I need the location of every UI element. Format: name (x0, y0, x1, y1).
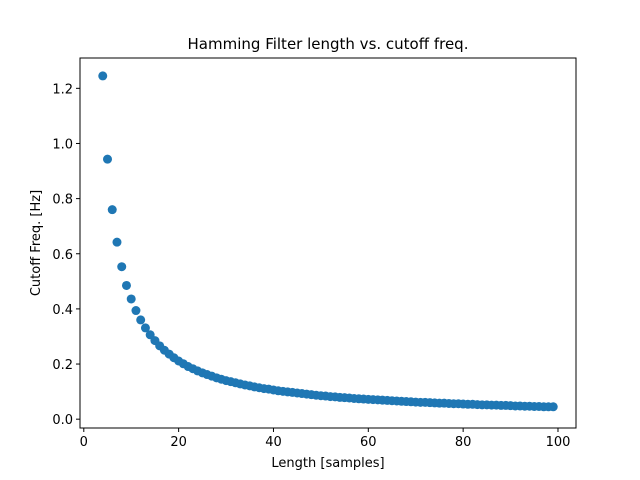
data-point (131, 306, 141, 316)
axis-ticks: 0 20 40 60 80 100 0.0 0.2 0.4 0.6 0.8 1.0 1.2 (52, 82, 570, 450)
y-tick-label-0: 0.0 (52, 413, 73, 428)
y-tick-label-4: 0.8 (52, 193, 73, 208)
data-points (98, 71, 558, 412)
data-point (103, 154, 113, 164)
y-tick-label-3: 0.6 (52, 248, 73, 263)
y-tick-label-5: 1.0 (52, 137, 73, 152)
data-point (140, 323, 150, 333)
data-point (126, 294, 136, 304)
data-point (136, 315, 146, 325)
x-axis-label: Length [samples] (271, 456, 384, 471)
x-tick-label-1: 20 (170, 435, 187, 450)
x-tick-label-2: 40 (265, 435, 282, 450)
data-point (107, 205, 117, 215)
x-tick-label-0: 0 (80, 435, 88, 450)
data-point (548, 402, 558, 412)
data-point (117, 262, 127, 272)
y-axis-label: Cutoff Freq. [Hz] (29, 190, 44, 296)
y-tick-label-1: 0.2 (52, 358, 73, 373)
y-tick-label-2: 0.4 (52, 303, 73, 318)
y-tick-label-6: 1.2 (52, 82, 73, 97)
plot-frame (79, 57, 577, 429)
x-tick-label-5: 100 (546, 435, 571, 450)
chart-title: Hamming Filter length vs. cutoff freq. (188, 35, 469, 53)
x-tick-label-4: 80 (455, 435, 472, 450)
data-point (98, 71, 108, 81)
data-point (112, 237, 122, 247)
data-point (121, 280, 131, 290)
x-tick-label-3: 60 (360, 435, 377, 450)
